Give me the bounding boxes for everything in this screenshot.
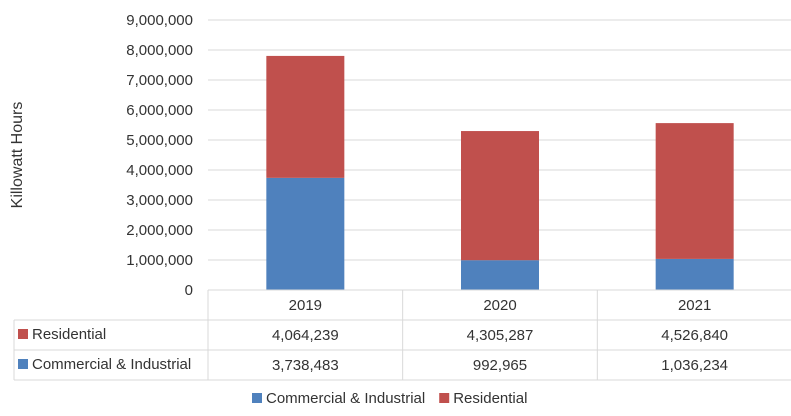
y-tick-label: 0: [185, 282, 193, 299]
legend: Commercial & Industrial Residential: [252, 390, 527, 407]
y-axis-label: Killowatt Hours: [9, 102, 26, 209]
data-label: 1,036,234: [661, 357, 728, 374]
y-axis-ticks: 0 1,000,000 2,000,000 3,000,000 4,000,000 5,0…: [126, 12, 193, 299]
data-table: 2019 2020 2021 Residential 4,064,239 4,305,28…: [13, 289, 791, 381]
data-label: 992,965: [473, 357, 527, 374]
table-series-label: Commercial & Industrial: [32, 356, 191, 373]
bar-segment: [655, 123, 734, 259]
table-series-label: Residential: [32, 326, 106, 343]
data-label: 4,526,840: [661, 327, 728, 344]
legend-key: [252, 393, 262, 403]
bar-segment: [461, 260, 539, 290]
y-tick-label: 7,000,000: [126, 72, 193, 89]
legend-key: [439, 393, 450, 403]
x-tick-label: 2019: [289, 297, 322, 314]
y-tick-label: 3,000,000: [126, 192, 193, 209]
y-tick-label: 5,000,000: [126, 132, 193, 149]
legend-label: Commercial & Industrial: [266, 390, 425, 407]
y-tick-label: 8,000,000: [126, 42, 193, 59]
bar-segment: [655, 258, 734, 290]
legend-label: Residential: [453, 390, 527, 407]
table-legend-key: [18, 329, 28, 339]
y-tick-label: 6,000,000: [126, 102, 193, 119]
y-tick-label: 2,000,000: [126, 222, 193, 239]
data-label: 3,738,483: [272, 357, 339, 374]
data-label: 4,305,287: [467, 327, 534, 344]
table-legend-key: [18, 359, 28, 369]
x-tick-label: 2021: [678, 297, 711, 314]
bar-segment: [461, 131, 539, 261]
y-tick-label: 4,000,000: [126, 162, 193, 179]
bars: [266, 55, 734, 290]
y-tick-label: 1,000,000: [126, 252, 193, 269]
bar-segment: [266, 177, 345, 290]
data-label: 4,064,239: [272, 327, 339, 344]
bar-segment: [266, 55, 345, 178]
x-tick-label: 2020: [483, 297, 516, 314]
y-tick-label: 9,000,000: [126, 12, 193, 29]
